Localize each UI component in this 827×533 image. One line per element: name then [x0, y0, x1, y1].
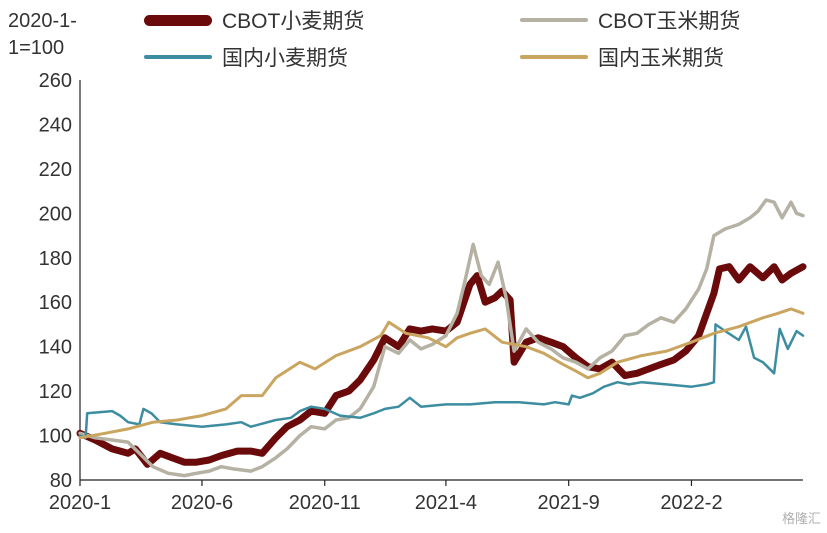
y-tick-label: 100	[39, 426, 72, 448]
x-tick-label: 2020-1	[49, 492, 111, 514]
legend-item-domestic-wheat: 国内小麦期货	[144, 44, 348, 70]
legend-swatch-domestic-wheat	[144, 55, 212, 59]
legend-label-cbot-wheat: CBOT小麦期货	[222, 10, 365, 33]
series-line-1	[76, 263, 807, 468]
series-lines	[76, 198, 807, 478]
legend-label-cbot-corn: CBOT玉米期货	[598, 10, 741, 33]
x-tick-label: 2020-11	[289, 492, 361, 514]
y-tick-label: 140	[39, 337, 72, 359]
y-tick-label: 220	[39, 159, 72, 181]
legend-item-cbot-corn: CBOT玉米期货	[520, 7, 740, 33]
legend-item-cbot-wheat: CBOT小麦期货	[144, 7, 364, 33]
legend-label-domestic-corn: 国内玉米期货	[598, 47, 724, 70]
unit-label-line-2: 1=100	[8, 37, 65, 59]
unit-label-line-1: 2020-1-	[8, 10, 77, 32]
legend-label-domestic-wheat: 国内小麦期货	[222, 47, 348, 70]
series-line-4	[78, 307, 805, 440]
y-tick-label: 200	[39, 203, 72, 225]
x-tick-label: 2022-2	[660, 492, 722, 514]
unit-label: 2020-1- 1=100	[8, 8, 77, 62]
y-tick-label: 260	[39, 70, 72, 92]
x-tick-label: 2021-4	[415, 492, 477, 514]
series-line-2	[78, 198, 805, 478]
legend-swatch-cbot-corn	[520, 18, 588, 22]
y-tick-label: 160	[39, 292, 72, 314]
x-tick-label: 2021-9	[538, 492, 600, 514]
legend-swatch-domestic-corn	[520, 55, 588, 59]
watermark: 格隆汇	[781, 511, 821, 526]
y-tick-label: 240	[39, 114, 72, 136]
y-tick-label: 180	[39, 248, 72, 270]
y-tick-label: 80	[50, 470, 72, 492]
legend-swatch-cbot-wheat	[144, 14, 212, 26]
axes: 80 100 120 140 160 180 200 220 240 260 2020-1 2020-…	[39, 70, 803, 514]
x-tick-label: 2020-6	[171, 492, 233, 514]
legend-item-domestic-corn: 国内玉米期货	[520, 44, 724, 70]
y-tick-label: 120	[39, 381, 72, 403]
